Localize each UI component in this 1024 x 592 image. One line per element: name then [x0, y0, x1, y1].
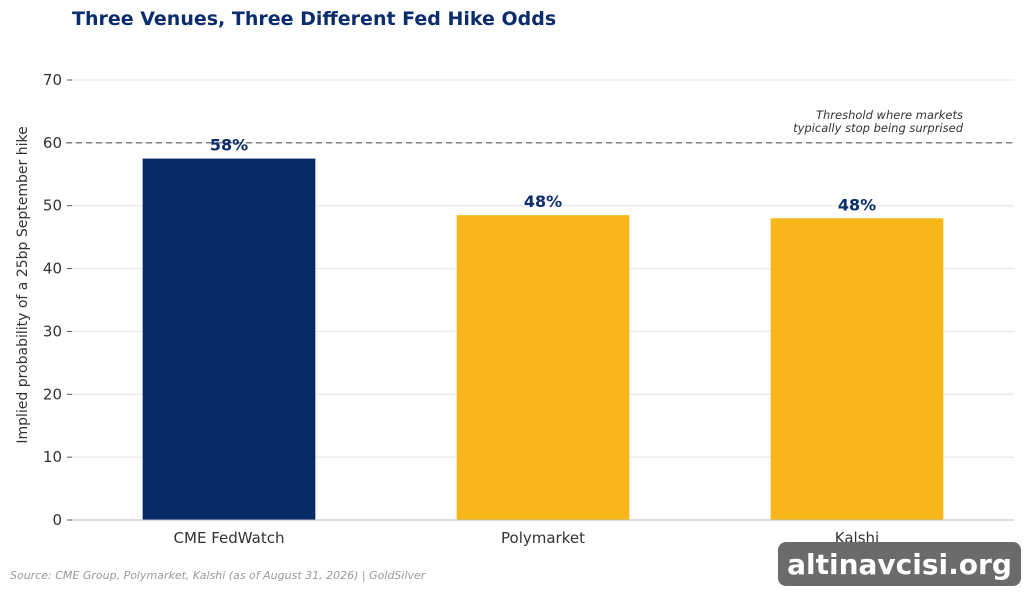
data-label: 48% [838, 195, 876, 214]
y-tick-label: 10 [43, 448, 62, 466]
y-tick-label: 70 [43, 71, 62, 89]
chart-title: Three Venues, Three Different Fed Hike O… [72, 8, 556, 30]
bars [142, 158, 944, 521]
reference-line-annotation: Threshold where markets [816, 108, 963, 122]
source-note: Source: CME Group, Polymarket, Kalshi (a… [10, 569, 427, 582]
y-tick-label: 40 [43, 260, 62, 278]
y-tick-label: 50 [43, 197, 62, 215]
y-tick-label: 20 [43, 385, 62, 403]
data-label: 58% [210, 136, 248, 155]
bar [142, 158, 316, 521]
watermark-text: altinavcisi.org [787, 548, 1012, 581]
y-axis-label: Implied probability of a 25bp September … [15, 126, 31, 443]
watermark-background [778, 542, 1021, 586]
bar [770, 218, 944, 521]
data-labels: 58% 48% 48% [210, 136, 876, 215]
y-axis-ticks: 0 10 20 30 40 50 60 70 [43, 71, 72, 529]
y-tick-label: 60 [43, 134, 62, 152]
bar [456, 215, 630, 520]
x-tick-label: Polymarket [501, 529, 585, 547]
y-tick-label: 0 [52, 511, 62, 529]
y-tick-label: 30 [43, 322, 62, 340]
watermark: altinavcisi.org [778, 542, 1021, 586]
x-tick-label: CME FedWatch [174, 529, 285, 547]
reference-line-annotation: typically stop being surprised [793, 121, 964, 135]
data-label: 48% [524, 192, 562, 211]
